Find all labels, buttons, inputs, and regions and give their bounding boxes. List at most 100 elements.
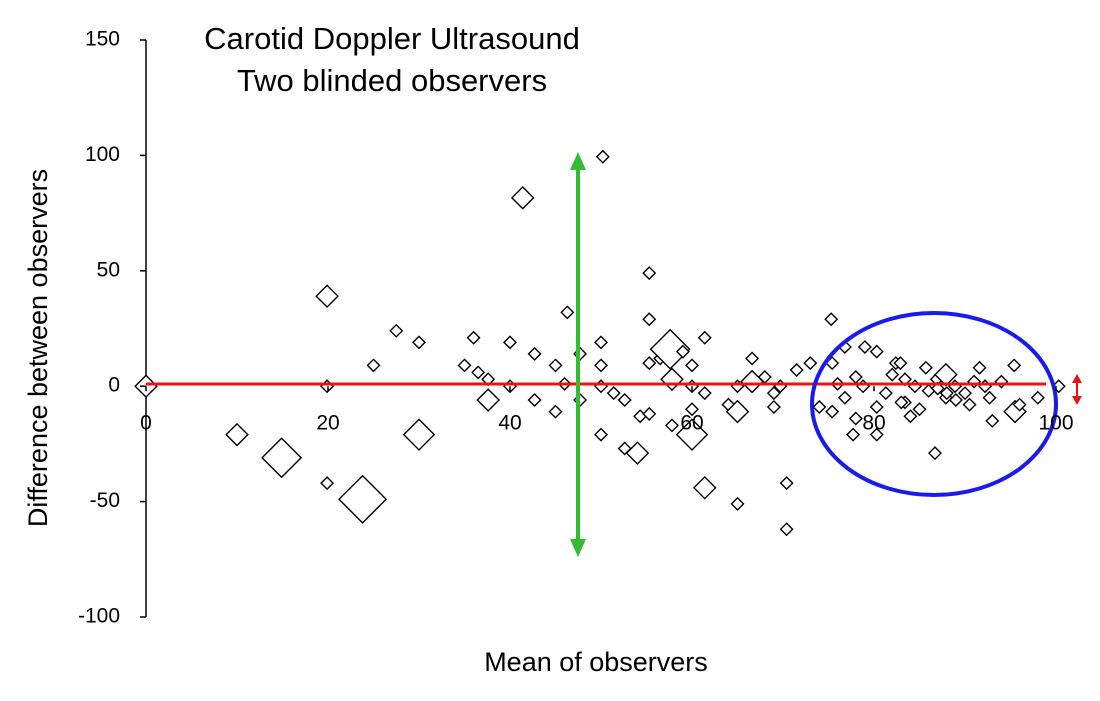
data-point <box>903 409 918 424</box>
arrow-head <box>1072 396 1082 405</box>
data-point <box>642 406 657 421</box>
data-point <box>978 379 993 394</box>
data-point <box>594 379 608 394</box>
data-point <box>548 404 563 419</box>
data-point <box>837 390 852 405</box>
y-tick-label: 50 <box>97 258 120 281</box>
data-point <box>824 312 839 327</box>
data-point <box>893 356 908 371</box>
data-point <box>320 379 335 394</box>
data-point <box>664 418 679 433</box>
data-point <box>649 328 691 370</box>
data-point <box>642 356 657 371</box>
y-axis-label: Difference between observers <box>23 169 53 527</box>
data-point <box>675 344 690 359</box>
data-point <box>779 522 794 537</box>
x-tick-label: 20 <box>316 412 339 435</box>
data-point <box>412 335 426 350</box>
data-point <box>766 399 781 414</box>
data-point <box>939 386 954 401</box>
y-tick-label: 100 <box>85 143 120 166</box>
x-tick-label: 80 <box>862 412 885 435</box>
cluster-ellipse <box>810 311 1058 497</box>
data-point <box>697 330 712 345</box>
data-point <box>625 441 650 465</box>
data-point <box>573 346 588 361</box>
y-tick-label: 0 <box>108 374 120 397</box>
data-point <box>1007 358 1022 373</box>
data-point <box>779 476 794 491</box>
data-point <box>560 305 575 320</box>
data-point <box>994 374 1009 389</box>
data-point <box>366 358 381 373</box>
data-point <box>548 358 563 373</box>
data-point <box>476 388 500 412</box>
data-point <box>918 360 933 375</box>
data-point <box>642 266 657 281</box>
data-point <box>510 186 535 210</box>
data-point <box>320 476 335 491</box>
data-point <box>595 149 610 164</box>
data-point <box>927 446 942 461</box>
data-point <box>878 386 893 401</box>
x-axis-label: Mean of observers <box>484 647 708 677</box>
data-point <box>730 496 745 511</box>
data-point <box>885 367 900 382</box>
data-point <box>907 379 922 394</box>
data-point <box>685 402 699 417</box>
data-point <box>725 399 750 424</box>
x-tick-label: 0 <box>140 412 152 435</box>
data-point <box>642 312 657 327</box>
data-point <box>766 386 781 401</box>
data-point <box>869 399 884 414</box>
data-point <box>972 360 987 375</box>
y-tick-label: -100 <box>78 605 120 628</box>
data-point <box>962 397 977 412</box>
data-point <box>457 358 472 373</box>
x-tick-label: 100 <box>1038 412 1073 435</box>
y-tick-label: 150 <box>85 28 120 51</box>
arrow-head <box>570 152 586 170</box>
data-point <box>958 386 972 401</box>
data-point <box>740 369 764 394</box>
arrow-head <box>570 539 586 557</box>
data-point <box>692 475 717 500</box>
data-point <box>594 335 608 350</box>
data-point <box>660 367 684 392</box>
data-point <box>1012 397 1027 412</box>
data-point <box>812 399 827 414</box>
data-point <box>930 381 945 396</box>
chart-subtitle: Two blinded observers <box>237 63 547 98</box>
data-point <box>803 356 818 371</box>
data-point <box>594 358 608 373</box>
data-point <box>261 437 303 479</box>
data-point <box>985 413 1000 428</box>
data-point <box>1030 390 1045 405</box>
chart-title: Carotid Doppler Ultrasound <box>204 21 580 56</box>
data-point <box>869 344 884 359</box>
y-tick-label: -50 <box>90 489 120 512</box>
data-point <box>315 284 339 308</box>
data-point <box>697 386 712 401</box>
data-point <box>967 374 982 389</box>
data-point <box>389 323 404 338</box>
data-point <box>948 393 963 408</box>
data-point <box>856 379 871 394</box>
data-point <box>225 422 249 447</box>
data-point <box>594 427 608 442</box>
data-point <box>894 395 909 410</box>
data-point <box>745 351 760 366</box>
data-point <box>848 411 863 426</box>
x-tick-label: 60 <box>680 412 703 435</box>
data-point <box>912 402 927 417</box>
data-point <box>846 427 861 442</box>
data-point <box>527 393 542 408</box>
data-point <box>471 365 486 380</box>
data-point <box>869 427 884 442</box>
data-point <box>982 390 997 405</box>
data-point <box>402 418 436 451</box>
data-point <box>617 393 632 408</box>
data-point <box>857 339 872 354</box>
arrow-head <box>1072 374 1082 383</box>
